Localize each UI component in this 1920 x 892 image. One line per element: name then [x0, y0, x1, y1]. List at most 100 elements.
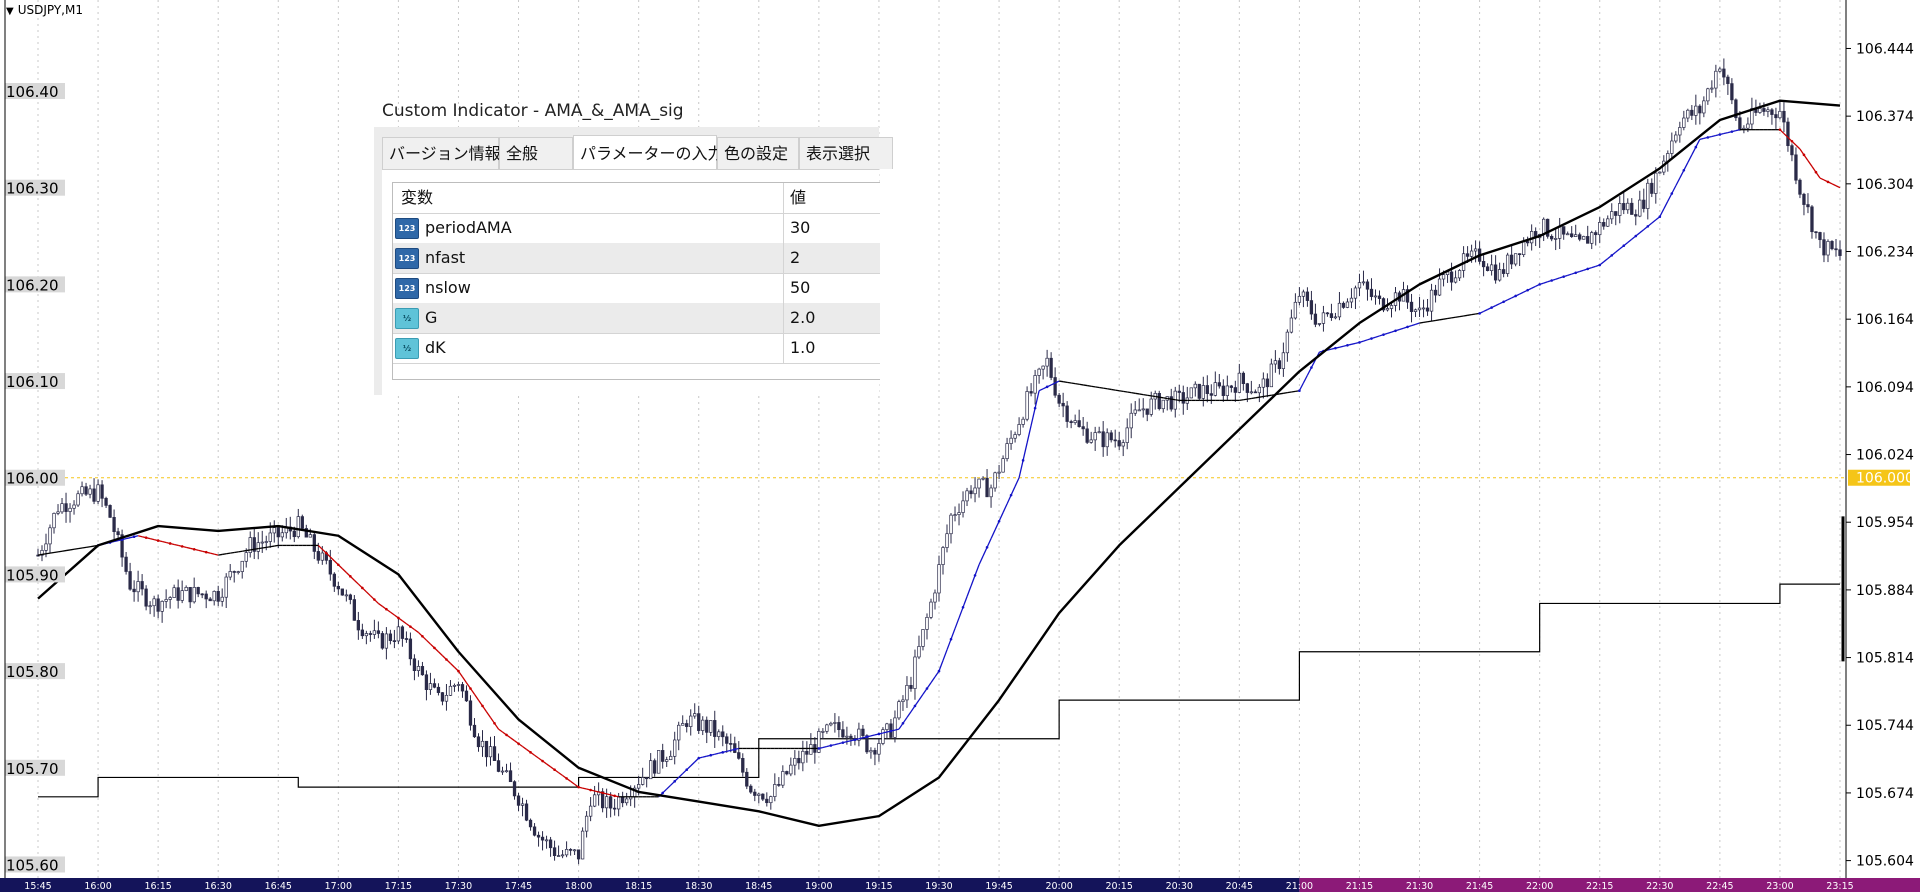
ama-segment	[1279, 392, 1284, 395]
candle-body	[396, 626, 401, 642]
ama-segment	[214, 553, 219, 556]
candle-body	[140, 581, 144, 590]
candle-body	[1734, 99, 1738, 119]
candle-body	[96, 484, 100, 502]
ama-segment	[85, 546, 91, 548]
candle-body	[789, 764, 793, 775]
candle-body	[360, 629, 365, 637]
candle-body	[1037, 368, 1041, 376]
ama-segment	[1103, 387, 1108, 390]
left-price-label: 106.40	[6, 83, 59, 101]
candle-body	[212, 591, 216, 602]
candle-body	[448, 685, 453, 696]
candle-body	[741, 758, 745, 773]
candle-body	[1141, 408, 1145, 411]
param-row[interactable]: 123 nfast 2	[393, 243, 880, 274]
right-price-label: 106.444	[1856, 41, 1914, 57]
symbol-label[interactable]: ▼ USDJPY,M1	[6, 3, 83, 17]
ama-segment	[1091, 385, 1096, 388]
candle-body	[1117, 440, 1121, 447]
candle-body	[1293, 301, 1298, 319]
candle-body	[520, 803, 525, 806]
ama-dot	[1814, 170, 1818, 174]
tab-colors[interactable]: 色の設定	[717, 137, 799, 169]
ama-dot	[697, 756, 701, 760]
ama-segment	[1054, 380, 1060, 384]
candle-body	[1505, 254, 1510, 274]
collapse-triangle-icon[interactable]: ▼	[6, 6, 14, 17]
candle-body	[809, 744, 813, 755]
ama-segment	[1255, 396, 1260, 399]
candle-body	[376, 630, 381, 634]
candle-body	[492, 746, 497, 761]
ama-segment	[954, 617, 960, 629]
ama-segment	[594, 790, 599, 793]
ama-segment	[510, 737, 515, 742]
ama-dot	[925, 687, 929, 690]
param-value[interactable]: 2	[783, 243, 880, 273]
ama-segment	[1555, 277, 1560, 280]
ama-dot	[685, 768, 689, 772]
ama-segment	[946, 638, 952, 651]
param-value[interactable]: 2.0	[783, 303, 880, 333]
ama-segment	[65, 549, 71, 552]
candle-body	[753, 791, 757, 796]
ama-dot	[973, 574, 977, 577]
ama-segment	[894, 728, 900, 731]
candle-body	[504, 770, 509, 773]
candle-body	[592, 794, 597, 807]
ama-segment	[254, 547, 259, 550]
time-tick-label: 20:00	[1045, 881, 1072, 892]
ama-segment	[198, 549, 203, 552]
candle-body	[1806, 204, 1810, 208]
ama-segment	[1711, 134, 1717, 138]
candle-body	[1638, 199, 1642, 217]
ama-dot	[1346, 343, 1349, 347]
candle-body	[701, 719, 705, 731]
candle-body	[921, 629, 925, 647]
ama-dot	[589, 788, 592, 792]
candle-body	[1217, 382, 1221, 387]
ama-segment	[1095, 386, 1100, 389]
param-value[interactable]: 1.0	[783, 333, 880, 363]
candle-body	[781, 771, 785, 786]
candle-body	[236, 571, 240, 573]
ama-dot	[1802, 153, 1806, 157]
ama-segment	[950, 628, 956, 640]
candle-body	[837, 722, 841, 731]
tab-general[interactable]: 全般	[499, 137, 573, 169]
ama-segment	[1807, 160, 1813, 167]
candle-body	[693, 713, 697, 717]
param-row[interactable]: ½ G 2.0	[393, 303, 880, 334]
tab-display[interactable]: 表示選択	[799, 137, 893, 169]
ama-segment	[61, 549, 67, 552]
time-axis-band	[0, 878, 1300, 892]
candle-body	[1497, 269, 1502, 281]
ama-segment	[262, 546, 267, 549]
param-row[interactable]: 123 nslow 50	[393, 273, 880, 304]
ama-segment	[834, 742, 840, 746]
candle-body	[80, 486, 84, 495]
candle-body	[344, 594, 348, 597]
tab-parameters[interactable]: パラメーターの入力	[573, 135, 724, 169]
tab-version-info[interactable]: バージョン情報	[382, 137, 501, 169]
candle-body	[1253, 391, 1258, 394]
candle-body	[544, 839, 549, 842]
ma-series-line	[37, 99, 1841, 827]
candle-body	[1097, 431, 1101, 434]
candle-body	[933, 592, 937, 603]
param-row[interactable]: 123 periodAMA 30	[393, 213, 880, 244]
candle-body	[516, 795, 521, 806]
param-value[interactable]: 50	[783, 273, 880, 303]
candle-body	[252, 537, 256, 552]
left-price-box	[5, 469, 65, 486]
left-price-box	[5, 663, 65, 680]
param-value[interactable]: 30	[783, 213, 880, 243]
candle-body	[721, 731, 725, 738]
param-row[interactable]: ½ dK 1.0	[393, 333, 880, 364]
candle-body	[148, 605, 152, 608]
right-price-label: 106.164	[1856, 312, 1914, 328]
candle-body	[292, 530, 296, 538]
candle-body	[881, 729, 885, 744]
